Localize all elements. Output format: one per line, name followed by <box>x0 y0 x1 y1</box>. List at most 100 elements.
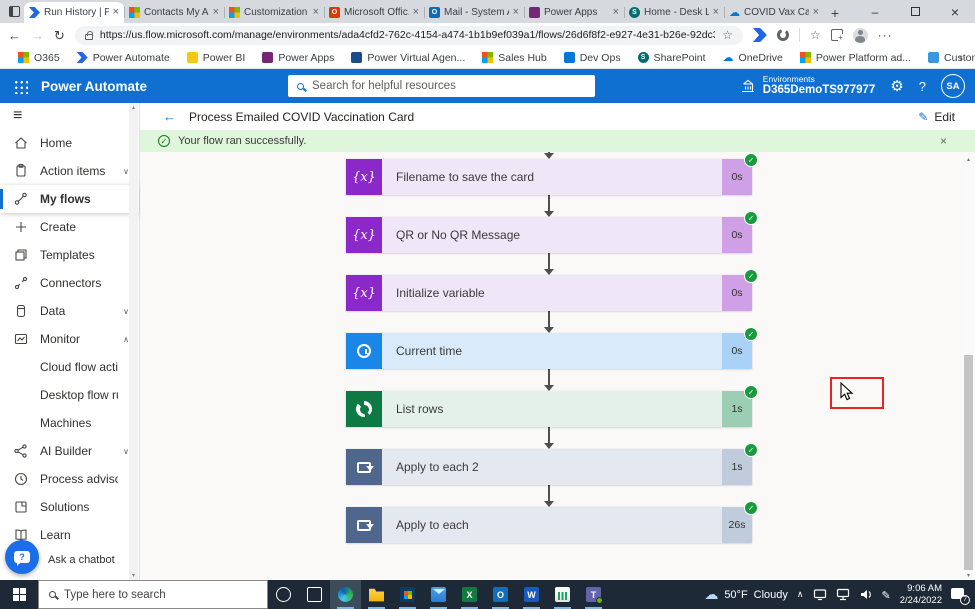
window-close-button[interactable] <box>935 0 975 23</box>
sidebar-item[interactable]: Home <box>0 129 139 157</box>
favorite-star-icon[interactable] <box>722 28 733 42</box>
environment-picker[interactable]: Environments D365DemoTS977977 <box>740 74 875 98</box>
browser-tab[interactable]: COVID Vax Car... <box>724 2 824 23</box>
volume-icon[interactable] <box>859 588 873 601</box>
pen-tray-icon[interactable] <box>882 588 891 602</box>
flow-step[interactable]: List rows 1s <box>346 386 757 427</box>
taskbar-app-button[interactable] <box>268 580 299 609</box>
favorites-bar-icon[interactable] <box>810 28 821 42</box>
bookmark-item[interactable]: Dev Ops <box>563 52 621 64</box>
sidebar-item[interactable]: Templates <box>0 241 139 269</box>
sidebar-item[interactable]: Data <box>0 297 139 325</box>
bookmark-item[interactable]: OneDrive <box>723 52 783 64</box>
taskbar-app-button[interactable] <box>330 580 361 609</box>
scroll-up-icon[interactable] <box>129 104 138 111</box>
profile-avatar-icon[interactable] <box>852 27 868 43</box>
settings-gear-icon[interactable] <box>890 77 903 95</box>
taskbar-app-button[interactable] <box>485 580 516 609</box>
action-center-button[interactable]: 7 <box>951 587 970 605</box>
bookmark-item[interactable]: Power Apps <box>262 52 334 64</box>
sidebar-item[interactable]: Learn <box>0 521 139 549</box>
sidebar-item[interactable]: Machines <box>0 409 139 437</box>
flow-step[interactable]: Current time 0s <box>346 328 757 369</box>
flow-step[interactable]: Apply to each 2 1s <box>346 444 757 485</box>
url-field[interactable]: https://us.flow.microsoft.com/manage/env… <box>74 25 743 45</box>
taskbar-app-button[interactable] <box>578 580 609 609</box>
bookmark-item[interactable]: Power Virtual Agen... <box>351 52 465 64</box>
taskbar-app-button[interactable] <box>547 580 578 609</box>
power-automate-extension-icon[interactable] <box>752 28 767 42</box>
browser-extension-icon[interactable] <box>776 29 789 41</box>
sidebar-item[interactable]: Cloud flow activity <box>0 353 139 381</box>
tab-close-icon[interactable] <box>513 7 519 18</box>
tab-close-icon[interactable] <box>213 7 219 18</box>
network-icon[interactable] <box>836 588 850 601</box>
sidebar-item[interactable]: AI Builder <box>0 437 139 465</box>
edit-button[interactable]: Edit <box>918 110 955 124</box>
url-text[interactable]: https://us.flow.microsoft.com/manage/env… <box>99 29 715 41</box>
sidebar-item[interactable]: Process advisor <box>0 465 139 493</box>
weather-widget[interactable]: 50°F Cloudy <box>704 586 788 603</box>
tab-close-icon[interactable] <box>313 7 319 18</box>
start-button[interactable] <box>0 580 38 609</box>
user-avatar[interactable]: SA <box>941 74 965 98</box>
bookmark-item[interactable]: Power Platform ad... <box>799 52 911 64</box>
taskbar-app-button[interactable] <box>361 580 392 609</box>
browser-tab[interactable]: Power Apps <box>524 2 624 23</box>
bookmark-item[interactable]: Custom Vision - Ho... <box>928 52 975 64</box>
browser-back-icon[interactable] <box>8 29 21 42</box>
scroll-down-icon[interactable] <box>962 572 975 579</box>
tab-close-icon[interactable] <box>613 7 619 18</box>
scroll-down-icon[interactable] <box>129 572 138 579</box>
device-tray-icon[interactable] <box>813 588 827 601</box>
sidebar-item[interactable]: Monitor <box>0 325 139 353</box>
taskbar-search-input[interactable]: Type here to search <box>38 580 268 609</box>
bookmark-item[interactable]: Power BI <box>186 52 245 64</box>
browser-menu-icon[interactable] <box>878 28 893 42</box>
sidebar-item[interactable]: My flows <box>0 185 139 213</box>
back-arrow-icon[interactable] <box>163 109 176 124</box>
taskbar-app-button[interactable] <box>299 580 330 609</box>
page-scrollbar[interactable] <box>962 154 975 580</box>
minimize-button[interactable] <box>855 0 895 23</box>
sidebar-item[interactable]: Desktop flow runs <box>0 381 139 409</box>
hidden-icons-chevron[interactable] <box>797 589 804 600</box>
scroll-up-icon[interactable] <box>962 156 975 163</box>
tab-close-icon[interactable] <box>713 7 719 18</box>
flow-step[interactable]: Apply to each 26s <box>346 502 757 543</box>
taskbar-app-button[interactable] <box>423 580 454 609</box>
chatbot-button[interactable]: ? <box>5 540 39 574</box>
sidebar-item[interactable]: Create <box>0 213 139 241</box>
sidebar-item[interactable]: Action items <box>0 157 139 185</box>
browser-tab[interactable]: Home - Desk L... <box>624 2 724 23</box>
bookmarks-overflow-chevron-icon[interactable] <box>959 50 963 65</box>
browser-tab[interactable]: Microsoft Offic... <box>324 2 424 23</box>
browser-tab[interactable]: Run History | P... <box>24 2 124 23</box>
header-search-input[interactable]: Search for helpful resources <box>288 75 595 97</box>
collections-icon[interactable] <box>830 29 843 42</box>
waffle-menu-icon[interactable] <box>13 78 28 94</box>
flow-step[interactable]: QR or No QR Message 0s <box>346 212 757 253</box>
sidebar-scrollbar[interactable] <box>129 103 138 580</box>
new-tab-button[interactable] <box>824 2 846 23</box>
sidebar-item[interactable]: Solutions <box>0 493 139 521</box>
taskbar-app-button[interactable] <box>392 580 423 609</box>
bookmark-item[interactable]: Power Automate <box>76 52 170 64</box>
bookmark-item[interactable]: SharePoint <box>637 52 706 64</box>
flow-step[interactable]: Initialize variable 0s <box>346 270 757 311</box>
clock-widget[interactable]: 9:06 AM 2/24/2022 <box>900 583 942 607</box>
tab-close-icon[interactable] <box>813 7 819 18</box>
tab-close-icon[interactable] <box>113 7 119 18</box>
bookmark-item[interactable]: O365 <box>18 52 60 64</box>
browser-refresh-icon[interactable] <box>54 29 65 42</box>
help-icon[interactable] <box>919 79 926 94</box>
browser-tab[interactable]: Mail - System A... <box>424 2 524 23</box>
sidebar-item[interactable]: Connectors <box>0 269 139 297</box>
flow-step[interactable]: Filename to save the card 0s <box>346 154 757 195</box>
taskbar-app-button[interactable] <box>516 580 547 609</box>
tab-actions-menu-icon[interactable] <box>4 1 24 22</box>
bookmark-item[interactable]: Sales Hub <box>482 52 547 64</box>
browser-tab[interactable]: Customization <box>224 2 324 23</box>
hamburger-menu-icon[interactable] <box>0 103 139 129</box>
tab-close-icon[interactable] <box>413 7 419 18</box>
